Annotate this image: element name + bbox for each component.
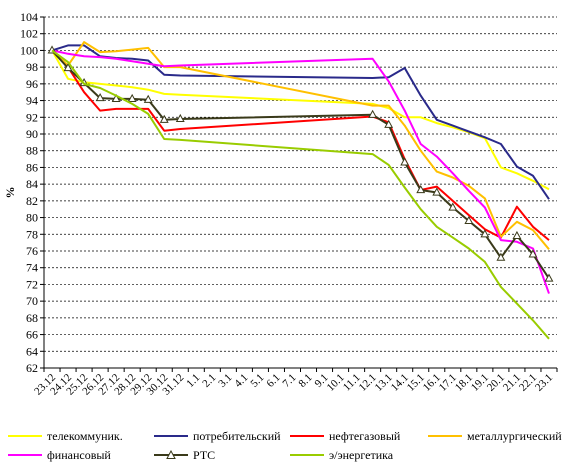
legend-swatch	[8, 430, 42, 442]
series-marker	[416, 184, 426, 194]
y-tick-label: 94	[26, 94, 38, 108]
legend-item: телекоммуник.	[8, 428, 123, 444]
series-lines	[47, 41, 554, 340]
y-tick-label: 80	[26, 211, 38, 225]
y-tick-label: 78	[26, 227, 38, 241]
y-tick-label: 100	[20, 43, 38, 57]
y-tick-label: 64	[26, 344, 38, 358]
legend: телекоммуник. потребительский нефтегазовый…	[8, 428, 564, 464]
legend-swatch	[428, 430, 462, 442]
legend-item: потребительский	[154, 428, 281, 444]
legend-label: э/энергетика	[329, 447, 394, 462]
y-tick-label: 68	[26, 311, 38, 325]
y-tick-label: 72	[26, 277, 38, 291]
series-line-6	[51, 49, 550, 340]
legend-label: РТС	[193, 447, 216, 462]
series-marker	[63, 62, 73, 72]
y-tick-label: 92	[26, 110, 38, 124]
x-tick-labels: 23.1224.1225.1226.1227.1228.1229.1230.12…	[32, 372, 555, 398]
legend-swatch	[154, 449, 188, 461]
axes	[40, 16, 558, 372]
y-tick-label: 88	[26, 144, 38, 158]
x-tick-label: 23.1	[533, 372, 555, 394]
legend-swatch	[8, 449, 42, 461]
series-marker	[496, 252, 506, 261]
series-marker	[127, 93, 137, 102]
series-marker	[544, 273, 554, 282]
series-line-1	[51, 44, 550, 200]
line-chart: 62 64 66 68 70 72 74 76 78 80 82 84 86 88 90 92 94 96 98 10…	[3, 10, 558, 398]
y-tick-labels: 62 64 66 68 70 72 74 76 78 80 82 84 86 88 90 92 94 96 98 10…	[20, 10, 38, 375]
y-tick-label: 70	[26, 294, 38, 308]
series-marker	[512, 230, 522, 240]
series-line-0	[51, 49, 550, 191]
legend-swatch	[154, 430, 188, 442]
series-marker	[448, 202, 458, 211]
series-line-2	[51, 49, 550, 241]
series-marker	[368, 109, 378, 118]
series-marker	[432, 187, 442, 196]
series-line-5	[51, 49, 550, 280]
series-marker	[143, 94, 153, 103]
y-tick-label: 86	[26, 160, 38, 174]
y-tick-label: 98	[26, 60, 38, 74]
series-marker	[480, 229, 490, 238]
legend-label: нефтегазовый	[329, 428, 401, 443]
legend-item: финансовый	[8, 447, 111, 463]
legend-label: металлургический	[467, 428, 562, 443]
y-tick-label: 76	[26, 244, 38, 258]
series-line-3	[51, 41, 550, 250]
y-tick-label: 62	[26, 361, 38, 375]
y-tick-label: 82	[26, 194, 38, 208]
y-tick-label: 104	[20, 10, 38, 24]
legend-item: металлургический	[428, 428, 562, 444]
series-marker	[384, 119, 394, 128]
legend-item: нефтегазовый	[290, 428, 400, 444]
legend-label: телекоммуник.	[47, 428, 123, 443]
legend-marker	[166, 450, 176, 459]
series-marker	[400, 157, 410, 166]
series-marker	[111, 93, 121, 102]
y-tick-label: 96	[26, 77, 38, 91]
grid-lines	[44, 16, 557, 352]
y-tick-label: 102	[20, 27, 38, 41]
series-marker	[175, 113, 185, 123]
series-line-4	[51, 49, 550, 294]
y-tick-label: 74	[26, 261, 38, 275]
y-tick-label: 66	[26, 328, 38, 342]
legend-label: потребительский	[193, 428, 281, 443]
legend-item: РТС	[154, 447, 215, 463]
legend-swatch	[290, 430, 324, 442]
legend-label: финансовый	[47, 447, 111, 462]
legend-item: э/энергетика	[290, 447, 393, 463]
legend-swatch	[290, 449, 324, 461]
series-marker	[95, 93, 105, 102]
series-marker	[528, 249, 538, 258]
y-axis-label: %	[3, 187, 17, 199]
series-marker	[159, 114, 169, 123]
y-tick-label: 90	[26, 127, 38, 141]
series-marker	[464, 215, 474, 225]
y-tick-label: 84	[26, 177, 38, 191]
